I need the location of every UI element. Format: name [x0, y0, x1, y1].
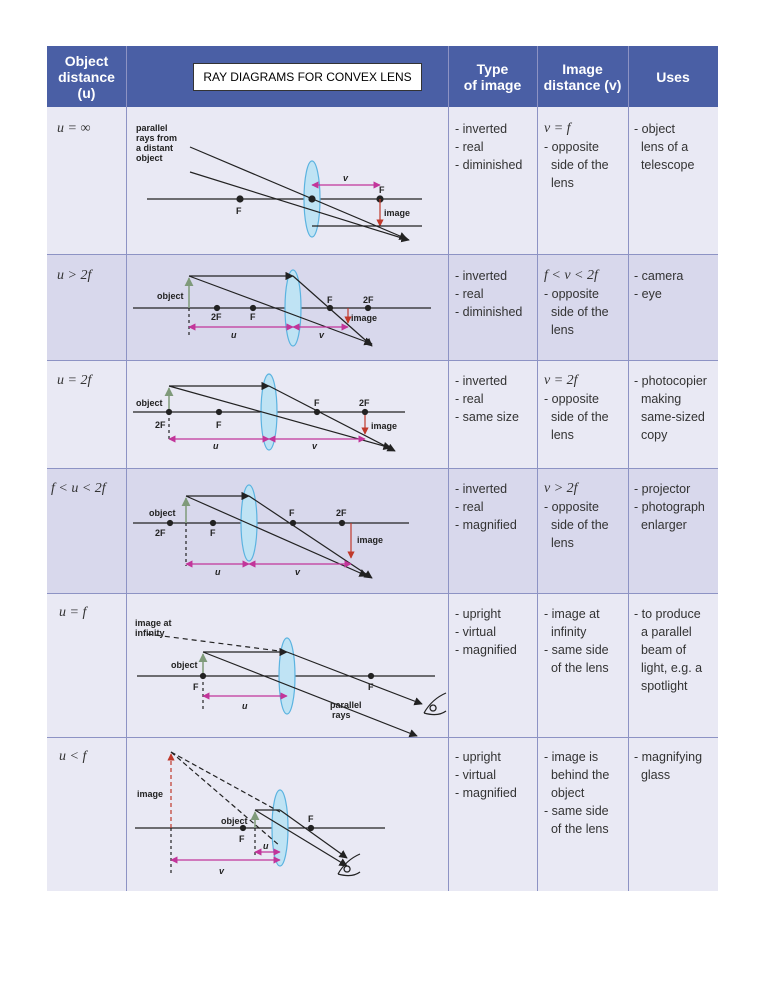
condition-f-u-2f: f < u < 2f [51, 481, 106, 496]
diagram-u-less-f: image object F F u v [135, 751, 385, 877]
diagram-u-infinity: parallel rays from a distant object v F … [136, 123, 422, 243]
diagram-label: a distant [136, 143, 173, 153]
diagram-f-u-2f: object 2F F F 2F image u v [133, 484, 409, 579]
image-distance-list: v = 2f - opposite side of the lens [544, 373, 609, 442]
type-list: - inverted - real - same size [455, 374, 519, 424]
diagram-label: u [213, 441, 219, 451]
row-u-infinity [47, 107, 718, 254]
diagram-label: 2F [359, 398, 370, 408]
diagram-label: F [308, 814, 314, 824]
uses-list: - object lens of a telescope [634, 122, 695, 172]
diagram-label: v [219, 866, 225, 876]
row-u-less-f [47, 737, 718, 891]
diagram-u-equals-f: image at infinity object F F u parallel … [135, 618, 447, 738]
grid-line [47, 360, 718, 361]
row-u-equals-2f [47, 360, 718, 468]
grid-line [47, 468, 718, 469]
diagram-label: parallel [136, 123, 168, 133]
header-uses: Uses [628, 46, 718, 107]
diagram-label: image at [135, 618, 172, 628]
image-distance-list: - image at infinity - same side of the le… [544, 607, 609, 675]
diagram-label: v [343, 173, 349, 183]
uses-list: - magnifying glass [634, 750, 703, 782]
condition-u-greater-2f: u > 2f [57, 268, 92, 283]
diagram-label: F [236, 206, 242, 216]
image-distance-list: v = f- opposite side of the lens [544, 121, 609, 190]
diagram-label: 2F [211, 312, 222, 322]
diagram-u-equals-2f: object 2F F F 2F image u v [133, 373, 405, 452]
page-title: RAY DIAGRAMS FOR CONVEX LENS [193, 63, 422, 91]
diagram-label: image [371, 421, 397, 431]
diagram-label: v [295, 567, 301, 577]
image-distance-list: v > 2f - opposite side of the lens [544, 481, 609, 550]
type-list: - inverted - real - magnified [455, 482, 517, 532]
condition-u-less-f: u < f [59, 749, 87, 764]
uses-list: - camera - eye [634, 269, 684, 301]
header-image-distance: Image distance (v) [537, 46, 628, 107]
uses-list: - projector - photograph enlarger [634, 482, 705, 532]
diagram-label: object [221, 816, 248, 826]
diagram-label: F [327, 295, 333, 305]
diagram-label: 2F [336, 508, 347, 518]
diagram-label: image [384, 208, 410, 218]
diagram-label: infinity [135, 628, 165, 638]
grid-line [47, 254, 718, 255]
diagram-label: F [289, 508, 295, 518]
diagram-label: 2F [155, 528, 166, 538]
diagram-label: object [149, 508, 176, 518]
diagram-label: F [250, 312, 256, 322]
diagram-label: parallel [330, 700, 362, 710]
image-distance-list: - image is behind the object - same side … [544, 750, 610, 836]
diagram-label: image [351, 313, 377, 323]
uses-list: - photocopier making same-sized copy [634, 374, 707, 442]
grid-line [47, 737, 718, 738]
diagram-label: u [231, 330, 237, 340]
diagram-label: 2F [363, 295, 374, 305]
diagram-label: rays from [136, 133, 177, 143]
ray-diagrams: parallel rays from a distant object v F … [133, 123, 447, 877]
diagram-label: F [379, 185, 385, 195]
diagram-label: image [137, 789, 163, 799]
grid-line [47, 593, 718, 594]
diagram-label: v [319, 330, 325, 340]
diagram-label: u [263, 841, 269, 851]
condition-u-infinity: u = ∞ [57, 121, 91, 136]
diagram-label: F [314, 398, 320, 408]
type-list: - upright - virtual - magnified [455, 750, 517, 800]
type-list: - inverted - real - diminished [455, 122, 523, 172]
diagram-label: v [312, 441, 318, 451]
diagram-label: F [210, 528, 216, 538]
header-object-distance: Object distance (u) [47, 46, 126, 107]
diagram-label: F [239, 834, 245, 844]
row-u-equals-f [47, 593, 718, 737]
diagram-label: u [215, 567, 221, 577]
diagram-label: rays [332, 710, 351, 720]
diagram-label: image [357, 535, 383, 545]
diagram-label: object [136, 398, 163, 408]
type-list: - upright - virtual - magnified [455, 607, 517, 657]
ray-diagram-table: Object distance (u) RAY DIAGRAMS FOR CONVE… [47, 46, 718, 891]
diagram-label: F [193, 682, 199, 692]
diagram-label: object [136, 153, 163, 163]
diagram-label: 2F [155, 420, 166, 430]
header-type-of-image: Type of image [448, 46, 537, 107]
row-f-u-2f [47, 468, 718, 593]
diagram-u-greater-2f: object 2F F F 2F image u v [133, 269, 431, 347]
type-list: - inverted - real - diminished [455, 269, 523, 319]
condition-u-equals-2f: u = 2f [57, 373, 92, 388]
diagram-label: u [242, 701, 248, 711]
row-u-greater-2f [47, 254, 718, 360]
uses-list: - to produce a parallel beam of light, e… [634, 607, 703, 693]
diagram-label: F [216, 420, 222, 430]
diagram-label: object [171, 660, 198, 670]
diagram-label: F [368, 682, 374, 692]
condition-u-equals-f: u = f [59, 605, 87, 620]
image-distance-list: f < v < 2f - opposite side of the lens [544, 268, 609, 337]
diagram-label: object [157, 291, 184, 301]
